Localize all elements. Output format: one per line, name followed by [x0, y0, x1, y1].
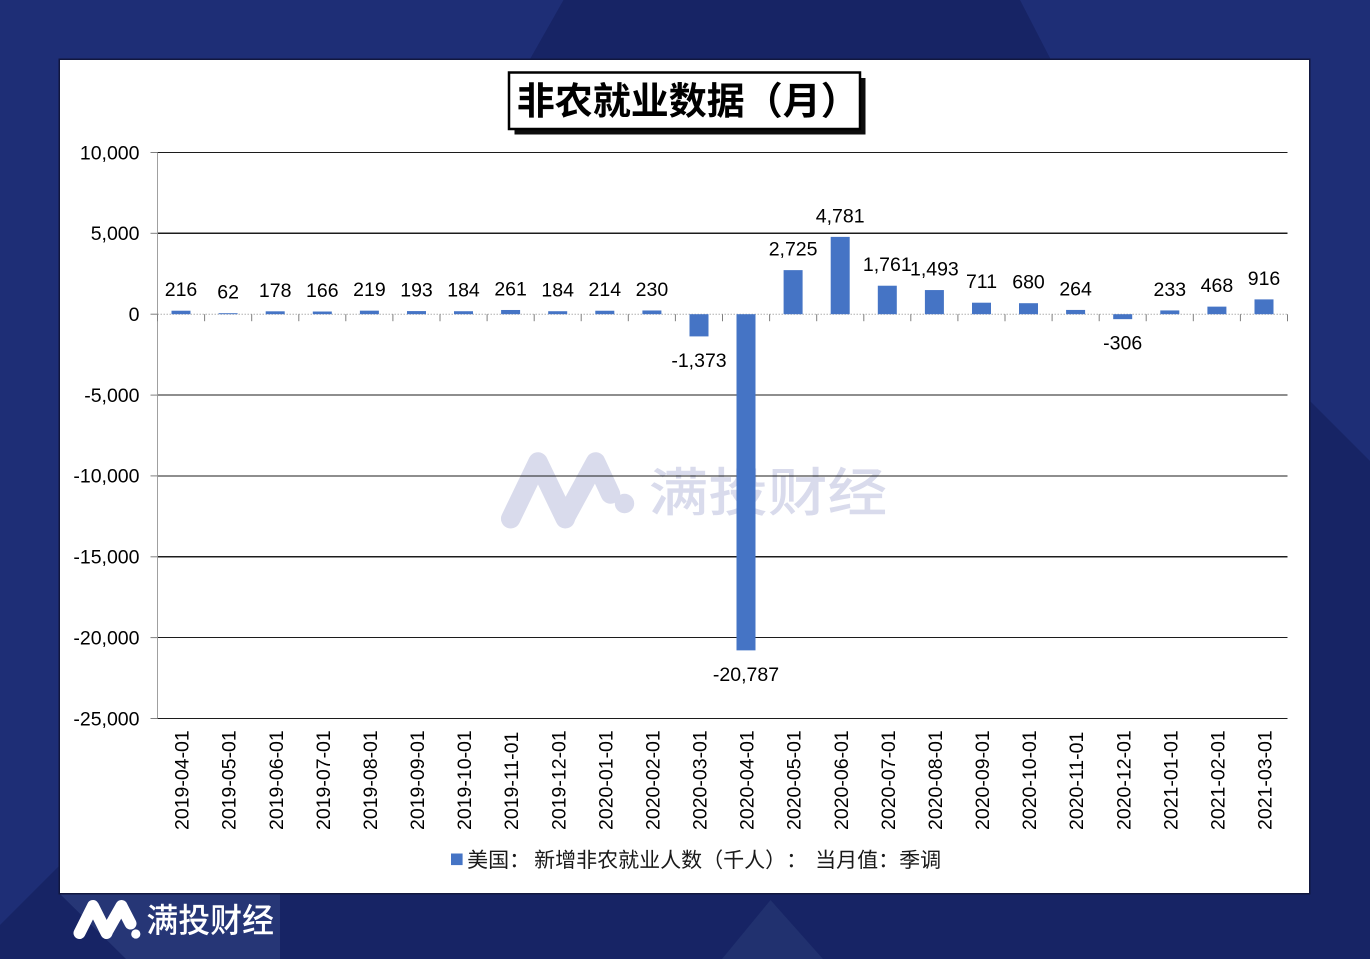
svg-text:-20,787: -20,787 [713, 664, 779, 686]
svg-text:2020-04-01: 2020-04-01 [737, 730, 759, 830]
svg-text:0: 0 [129, 304, 140, 326]
svg-text:2019-04-01: 2019-04-01 [172, 730, 194, 830]
svg-text:2019-08-01: 2019-08-01 [360, 730, 382, 830]
svg-text:261: 261 [494, 279, 527, 301]
svg-text:2020-09-01: 2020-09-01 [972, 730, 994, 830]
svg-text:2020-06-01: 2020-06-01 [831, 730, 853, 830]
svg-text:2019-07-01: 2019-07-01 [313, 730, 335, 830]
svg-text:1,493: 1,493 [910, 259, 959, 281]
svg-text:2020-02-01: 2020-02-01 [643, 730, 665, 830]
svg-text:178: 178 [259, 280, 292, 302]
svg-text:5,000: 5,000 [91, 223, 140, 245]
svg-text:264: 264 [1059, 278, 1092, 300]
svg-text:2020-08-01: 2020-08-01 [925, 730, 947, 830]
svg-text:4,781: 4,781 [816, 205, 865, 227]
svg-text:2021-03-01: 2021-03-01 [1255, 730, 1277, 830]
svg-text:2,725: 2,725 [769, 239, 818, 261]
svg-text:2019-11-01: 2019-11-01 [501, 732, 523, 830]
svg-text:10,000: 10,000 [80, 142, 140, 164]
svg-text:2019-10-01: 2019-10-01 [454, 730, 476, 830]
svg-text:-306: -306 [1103, 333, 1142, 355]
svg-text:-10,000: -10,000 [73, 466, 139, 488]
svg-text:2020-11-01: 2020-11-01 [1066, 732, 1088, 830]
svg-text:2021-01-01: 2021-01-01 [1160, 730, 1182, 830]
svg-text:2020-10-01: 2020-10-01 [1019, 730, 1041, 830]
svg-text:2019-12-01: 2019-12-01 [548, 730, 570, 830]
svg-text:2021-02-01: 2021-02-01 [1208, 730, 1230, 830]
svg-text:184: 184 [447, 280, 480, 302]
svg-text:166: 166 [306, 280, 339, 302]
svg-text:2020-12-01: 2020-12-01 [1113, 730, 1135, 830]
svg-text:2019-05-01: 2019-05-01 [219, 730, 241, 830]
svg-text:2019-06-01: 2019-06-01 [266, 730, 288, 830]
svg-text:233: 233 [1154, 279, 1187, 301]
svg-text:-1,373: -1,373 [671, 350, 726, 372]
svg-text:-20,000: -20,000 [73, 627, 139, 649]
svg-text:2020-03-01: 2020-03-01 [690, 730, 712, 830]
svg-text:468: 468 [1201, 275, 1234, 297]
svg-text:680: 680 [1012, 272, 1045, 294]
svg-text:-15,000: -15,000 [73, 547, 139, 569]
svg-text:2019-09-01: 2019-09-01 [407, 730, 429, 830]
svg-text:2020-07-01: 2020-07-01 [878, 730, 900, 830]
svg-text:216: 216 [165, 279, 198, 301]
svg-text:219: 219 [353, 279, 386, 301]
svg-text:2020-05-01: 2020-05-01 [784, 730, 806, 830]
svg-text:193: 193 [400, 280, 433, 302]
svg-text:1,761: 1,761 [863, 254, 912, 276]
svg-text:2020-01-01: 2020-01-01 [595, 730, 617, 830]
svg-text:-5,000: -5,000 [84, 385, 139, 407]
svg-text:230: 230 [636, 279, 669, 301]
svg-text:711: 711 [966, 271, 997, 293]
svg-text:62: 62 [217, 282, 239, 304]
svg-text:184: 184 [541, 280, 574, 302]
svg-text:214: 214 [589, 279, 622, 301]
svg-text:-25,000: -25,000 [73, 708, 139, 730]
svg-text:916: 916 [1248, 268, 1281, 290]
